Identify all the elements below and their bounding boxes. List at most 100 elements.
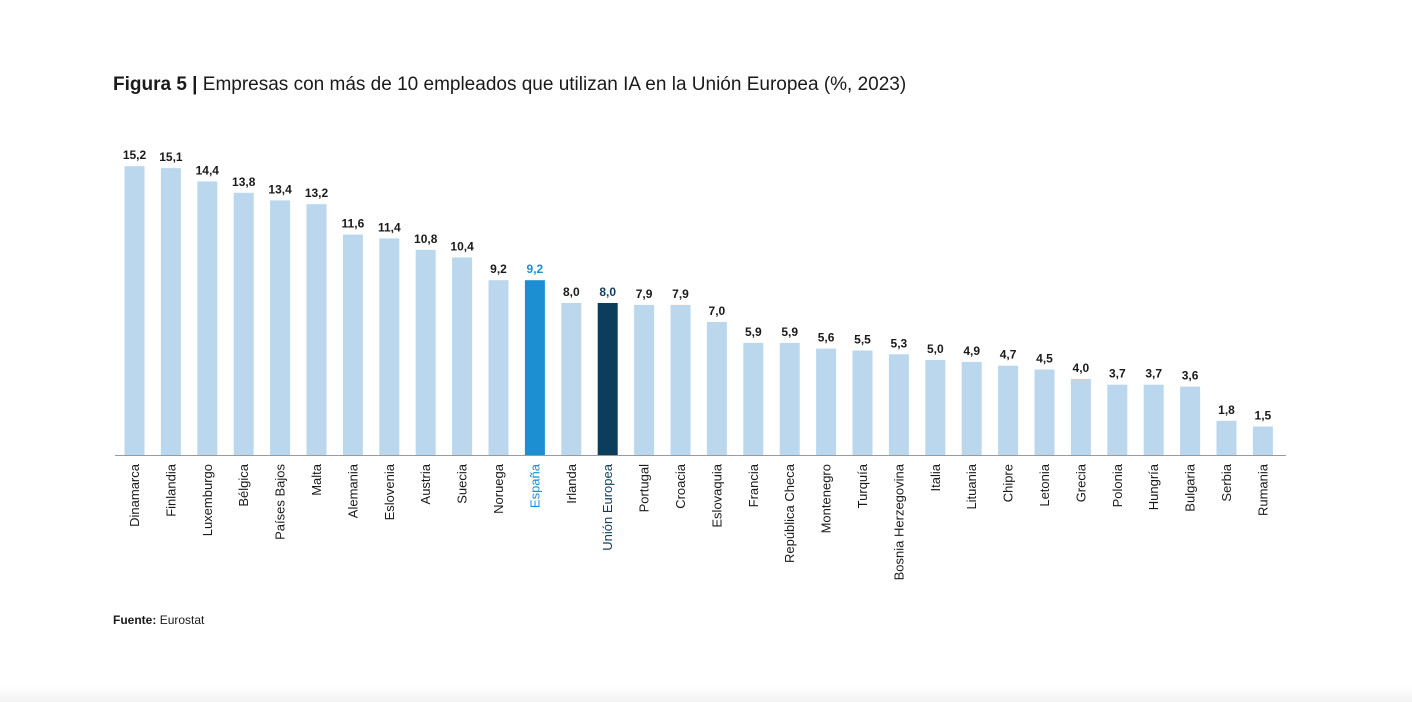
value-label-alemania: 11,6 <box>342 217 365 231</box>
chart-title: Figura 5 | Empresas con más de 10 emplea… <box>113 74 906 96</box>
category-label-paises-bajos: Países Bajos <box>273 464 288 540</box>
value-label-chipre: 4,7 <box>1000 348 1017 362</box>
value-label-italia: 5,0 <box>927 342 944 356</box>
bar-espana <box>524 280 545 455</box>
category-label-belgica: Bélgica <box>236 463 251 506</box>
category-label-grecia: Grecia <box>1073 463 1088 502</box>
value-label-republica-checa: 5,9 <box>781 325 798 339</box>
bar-suecia <box>452 257 473 455</box>
source-text: Eurostat <box>159 613 205 627</box>
value-label-malta: 13,2 <box>305 186 329 200</box>
value-label-francia: 5,9 <box>745 325 762 339</box>
category-label-chipre: Chipre <box>1001 464 1016 502</box>
category-label-hungria: Hungría <box>1146 463 1161 510</box>
bar-lituania <box>961 361 982 455</box>
category-label-croacia: Croacia <box>673 463 688 509</box>
value-label-lituania: 4,9 <box>963 344 980 358</box>
bar-finlandia <box>160 168 181 455</box>
value-label-hungria: 3,7 <box>1145 367 1162 381</box>
value-label-croacia: 7,9 <box>672 287 689 301</box>
bar-chipre <box>998 365 1019 455</box>
bar-polonia <box>1107 384 1128 455</box>
figure-number: Figura 5 | <box>113 74 198 95</box>
bar-malta <box>306 204 327 455</box>
bar-italia <box>925 360 946 455</box>
bar-croacia <box>670 304 691 455</box>
value-label-serbia: 1,8 <box>1218 403 1235 417</box>
value-label-belgica: 13,8 <box>232 175 256 189</box>
category-label-dinamarca: Dinamarca <box>127 463 142 527</box>
bar-republica-checa <box>779 342 800 455</box>
category-label-union-europea: Unión Europea <box>600 463 615 550</box>
category-label-lituania: Lituania <box>964 463 979 509</box>
value-label-turquia: 5,5 <box>854 333 871 347</box>
bar-turquia <box>852 350 873 455</box>
value-label-paises-bajos: 13,4 <box>268 182 292 196</box>
figure-title-text: Empresas con más de 10 empleados que uti… <box>202 74 907 95</box>
value-label-finlandia: 15,1 <box>159 150 183 164</box>
bars-layer <box>124 166 1273 456</box>
bar-portugal <box>634 304 655 455</box>
category-label-italia: Italia <box>928 463 943 491</box>
bar-noruega <box>488 280 509 455</box>
bar-eslovenia <box>379 238 400 455</box>
bar-alemania <box>342 234 363 455</box>
bar-luxemburgo <box>197 181 218 455</box>
category-label-francia: Francia <box>746 463 761 507</box>
bar-union-europea <box>597 303 618 455</box>
category-label-noruega: Noruega <box>491 463 506 514</box>
value-label-dinamarca: 15,2 <box>123 148 147 162</box>
value-label-bosnia-herzegovina: 5,3 <box>891 336 908 350</box>
category-label-eslovaquia: Eslovaquia <box>709 463 724 527</box>
value-label-montenegro: 5,6 <box>818 331 835 345</box>
category-label-finlandia: Finlandia <box>163 463 178 517</box>
category-label-turquia: Turquía <box>855 463 870 508</box>
bar-letonia <box>1034 369 1055 455</box>
category-label-luxemburgo: Luxemburgo <box>200 464 215 536</box>
value-label-grecia: 4,0 <box>1073 361 1090 375</box>
value-label-union-europea: 8,0 <box>599 285 616 299</box>
source-note: Fuente: Eurostat <box>113 613 204 627</box>
category-label-suecia: Suecia <box>455 463 470 504</box>
category-label-austria: Austria <box>418 463 433 504</box>
bar-austria <box>415 249 436 455</box>
bottom-edge <box>0 686 1412 702</box>
category-label-malta: Malta <box>309 463 324 496</box>
value-label-austria: 10,8 <box>414 232 438 246</box>
category-label-bulgaria: Bulgaria <box>1183 463 1198 511</box>
category-label-montenegro: Montenegro <box>819 464 834 533</box>
bar-francia <box>743 342 764 455</box>
bar-grecia <box>1070 379 1091 455</box>
bar-serbia <box>1216 420 1237 455</box>
bar-dinamarca <box>124 166 145 455</box>
category-label-alemania: Alemania <box>345 463 360 518</box>
category-label-espana: España <box>527 463 542 508</box>
bar-paises-bajos <box>270 200 291 455</box>
value-label-polonia: 3,7 <box>1109 367 1126 381</box>
category-label-rumania: Rumania <box>1255 463 1270 516</box>
value-label-bulgaria: 3,6 <box>1182 369 1199 383</box>
value-label-portugal: 7,9 <box>636 287 653 301</box>
value-label-luxemburgo: 14,4 <box>196 163 220 177</box>
category-label-republica-checa: República Checa <box>782 463 797 563</box>
category-label-irlanda: Irlanda <box>564 463 579 504</box>
value-label-rumania: 1,5 <box>1255 409 1272 423</box>
value-label-eslovaquia: 7,0 <box>709 304 726 318</box>
bar-bulgaria <box>1180 386 1201 455</box>
bar-irlanda <box>561 303 582 455</box>
value-label-espana: 9,2 <box>527 262 544 276</box>
bar-rumania <box>1252 426 1273 455</box>
bar-montenegro <box>816 348 837 455</box>
value-label-irlanda: 8,0 <box>563 285 580 299</box>
value-label-eslovenia: 11,4 <box>378 220 401 234</box>
category-label-eslovenia: Eslovenia <box>382 463 397 520</box>
bar-eslovaquia <box>706 322 727 455</box>
labels-layer: 15,2 Dinamarca 15,1 Finlandia 14,4 Luxemburgo… <box>123 148 1272 580</box>
source-label: Fuente: <box>113 613 157 627</box>
bar-hungria <box>1143 384 1164 455</box>
category-label-bosnia-herzegovina: Bosnia Herzegovina <box>891 463 906 580</box>
bar-belgica <box>233 192 254 456</box>
category-label-serbia: Serbia <box>1219 463 1234 501</box>
value-label-noruega: 9,2 <box>490 262 507 276</box>
